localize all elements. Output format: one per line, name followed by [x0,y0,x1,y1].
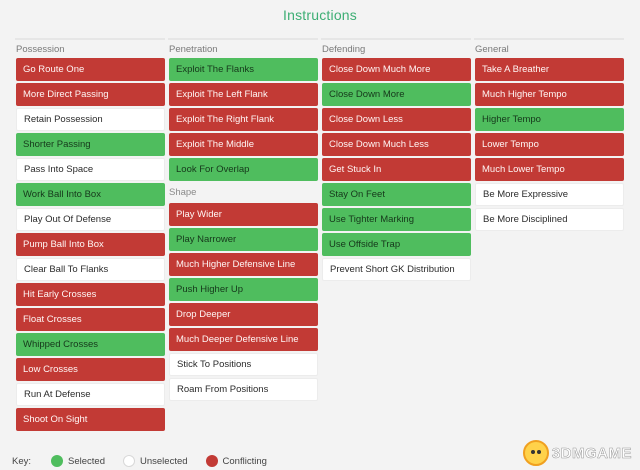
column-heading: Possession [15,38,165,58]
instruction-item[interactable]: Stick To Positions [169,353,318,376]
instruction-item[interactable]: Push Higher Up [169,278,318,301]
instruction-list: Go Route One More Direct Passing Retain Po… [15,58,165,431]
instruction-item[interactable]: Lower Tempo [475,133,624,156]
instruction-item[interactable]: Exploit The Flanks [169,58,318,81]
instruction-item[interactable]: Close Down Much More [322,58,471,81]
page-title: Instructions [283,7,357,23]
instruction-item[interactable]: Close Down Less [322,108,471,131]
watermark-logo: 3DMGAME [522,440,632,466]
conflicting-dot-icon [205,455,218,467]
instruction-item[interactable]: Use Offside Trap [322,233,471,256]
key-selected-label: Selected [68,455,105,467]
unselected-dot-icon [123,455,135,467]
legend-key: Key: Selected Unselected Conflicting [12,454,285,468]
instruction-list: Close Down Much More Close Down More Close… [321,58,471,281]
instruction-item[interactable]: Exploit The Right Flank [169,108,318,131]
instruction-item[interactable]: Higher Tempo [475,108,624,131]
instruction-item[interactable]: Run At Defense [16,383,165,406]
column-defending: Defending Close Down Much More Close Down… [321,38,471,283]
instruction-item[interactable]: Look For Overlap [169,158,318,181]
instruction-item[interactable]: Shorter Passing [16,133,165,156]
instruction-item[interactable]: Shoot On Sight [16,408,165,431]
instruction-item[interactable]: Close Down More [322,83,471,106]
section-heading-shape: Shape [169,187,197,198]
instruction-item[interactable]: Exploit The Middle [169,133,318,156]
selected-dot-icon [51,455,64,467]
instruction-item[interactable]: Much Deeper Defensive Line [169,328,318,351]
instruction-item[interactable]: Retain Possession [16,108,165,131]
instruction-item[interactable]: Be More Expressive [475,183,624,206]
instruction-item[interactable]: Prevent Short GK Distribution [322,258,471,281]
instruction-item[interactable]: Hit Early Crosses [16,283,165,306]
column-general: General Take A Breather Much Higher Tempo… [474,38,624,233]
instruction-item[interactable]: Whipped Crosses [16,333,165,356]
instruction-item[interactable]: Play Out Of Defense [16,208,165,231]
instruction-item[interactable]: Clear Ball To Flanks [16,258,165,281]
instruction-item[interactable]: Play Wider [169,203,318,226]
mascot-icon [522,440,549,466]
instruction-item[interactable]: Pump Ball Into Box [16,233,165,256]
key-unselected-label: Unselected [140,455,188,467]
instruction-item[interactable]: Float Crosses [16,308,165,331]
instruction-item[interactable]: Much Lower Tempo [475,158,624,181]
watermark-text: 3DMGAME [551,444,632,462]
instruction-item[interactable]: Play Narrower [169,228,318,251]
column-penetration: Penetration Exploit The Flanks Exploit Th… [168,38,318,403]
instruction-item[interactable]: Drop Deeper [169,303,318,326]
instruction-item[interactable]: Much Higher Tempo [475,83,624,106]
instruction-item[interactable]: Low Crosses [16,358,165,381]
column-heading: Defending [321,38,471,58]
column-heading: General [474,38,624,58]
instruction-item[interactable]: Go Route One [16,58,165,81]
key-label: Key: [12,455,32,467]
instruction-item[interactable]: Much Higher Defensive Line [169,253,318,276]
instruction-item[interactable]: Stay On Feet [322,183,471,206]
instruction-list: Take A Breather Much Higher Tempo Higher T… [474,58,624,231]
instruction-list: Play Wider Play Narrower Much Higher Defen… [168,203,318,401]
instruction-item[interactable]: Close Down Much Less [322,133,471,156]
instruction-item[interactable]: Exploit The Left Flank [169,83,318,106]
instruction-item[interactable]: Take A Breather [475,58,624,81]
instruction-item[interactable]: Pass Into Space [16,158,165,181]
instruction-item[interactable]: Be More Disciplined [475,208,624,231]
instruction-list: Exploit The Flanks Exploit The Left Flank… [168,58,318,181]
column-heading: Penetration [168,38,318,58]
key-conflicting-label: Conflicting [222,455,267,467]
instruction-item[interactable]: More Direct Passing [16,83,165,106]
instruction-item[interactable]: Work Ball Into Box [16,183,165,206]
instruction-item[interactable]: Use Tighter Marking [322,208,471,231]
column-possession: Possession Go Route One More Direct Passi… [15,38,165,433]
instruction-item[interactable]: Roam From Positions [169,378,318,401]
instruction-item[interactable]: Get Stuck In [322,158,471,181]
